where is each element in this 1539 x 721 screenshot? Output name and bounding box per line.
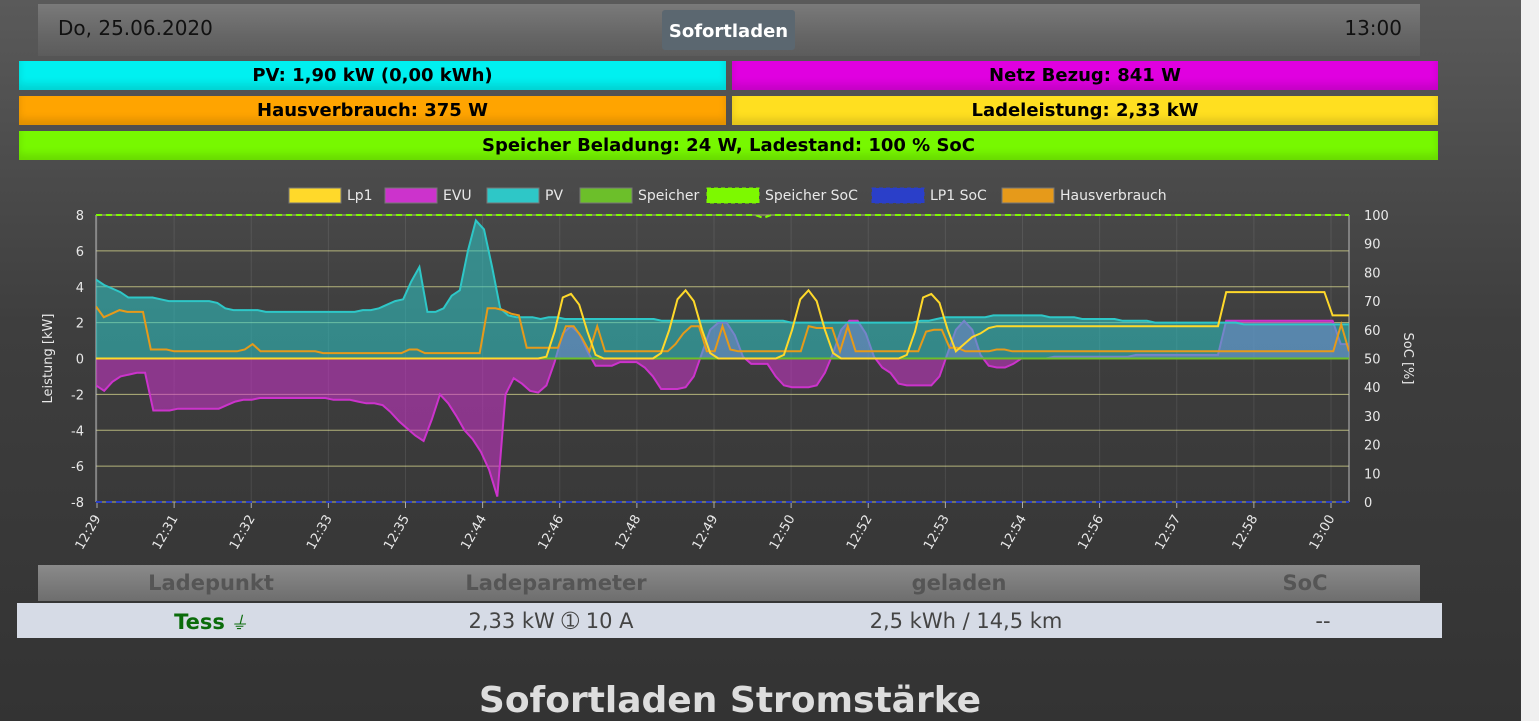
- x-tick-label: 12:53: [921, 513, 953, 553]
- x-tick-label: 12:50: [767, 513, 799, 553]
- y2-tick-label: 40: [1364, 381, 1381, 396]
- legend-label-speicher[interactable]: Speicher: [638, 188, 699, 204]
- y2-tick-label: 20: [1364, 439, 1381, 454]
- x-tick-label: 12:32: [227, 513, 259, 553]
- series-line-lp1: [96, 288, 1349, 360]
- x-tick-label: 12:58: [1230, 513, 1262, 553]
- y-tick-label: 6: [76, 245, 84, 260]
- y2-tick-label: 90: [1364, 238, 1381, 253]
- legend-label-hausverbrauch[interactable]: Hausverbrauch: [1060, 188, 1167, 204]
- ladepunkt-cell[interactable]: Tess ⏚: [174, 609, 248, 635]
- section-title: Sofortladen Stromstärke: [478, 680, 982, 721]
- y2-tick-label: 80: [1364, 266, 1381, 281]
- series-line-speicher-soc: [96, 214, 1349, 219]
- y2-tick-label: 60: [1364, 324, 1381, 339]
- x-tick-label: 13:00: [1307, 513, 1339, 553]
- x-tick-label: 12:56: [1075, 513, 1107, 553]
- legend-label-evu[interactable]: EVU: [443, 188, 472, 204]
- series-area-pv: [96, 220, 1349, 359]
- power-chart[interactable]: 86420-2-4-6-8100908070605040302010012:29…: [0, 176, 1440, 560]
- x-tick-label: 12:48: [613, 513, 645, 553]
- y-tick-label: 8: [76, 209, 84, 224]
- legend-swatch-speicher[interactable]: [579, 187, 633, 204]
- x-tick-label: 12:35: [381, 513, 413, 553]
- y-tick-label: -2: [71, 388, 84, 403]
- header-soc: SoC: [1282, 571, 1328, 595]
- x-tick-label: 12:44: [458, 513, 490, 553]
- netz-status-bar: Netz Bezug: 841 W: [732, 61, 1438, 90]
- x-tick-label: 12:49: [690, 513, 722, 553]
- y2-tick-label: 0: [1364, 496, 1372, 511]
- y2-axis-title: SoC [%]: [1400, 333, 1415, 385]
- y-tick-label: 0: [76, 353, 84, 368]
- ladeleistung-status-bar: Ladeleistung: 2,33 kW: [732, 96, 1438, 125]
- ladepunkt-table-row[interactable]: Tess ⏚ 2,33 kW ➀ 10 A 2,5 kWh / 14,5 km -…: [17, 603, 1442, 638]
- ladepunkt-name[interactable]: Tess: [174, 610, 225, 634]
- y-tick-label: -4: [71, 424, 84, 439]
- x-tick-label: 12:54: [998, 513, 1030, 553]
- y2-tick-label: 10: [1364, 467, 1381, 482]
- x-tick-label: 12:46: [535, 513, 567, 553]
- geladen-cell: 2,5 kWh / 14,5 km: [869, 609, 1063, 633]
- speicher-status-bar: Speicher Beladung: 24 W, Ladestand: 100 …: [19, 131, 1438, 160]
- header-geladen: geladen: [911, 571, 1007, 595]
- series-line-hausverbrauch: [96, 305, 1349, 355]
- legend-label-lp1[interactable]: Lp1: [347, 188, 373, 204]
- x-tick-label: 12:29: [73, 513, 105, 553]
- legend-swatch-hausverbrauch[interactable]: [1001, 187, 1055, 204]
- header-ladeparameter: Ladeparameter: [465, 571, 647, 595]
- x-tick-label: 12:31: [150, 513, 182, 553]
- x-tick-label: 12:33: [304, 513, 336, 553]
- y2-tick-label: 100: [1364, 209, 1389, 224]
- series-line-pv: [96, 218, 1349, 326]
- y2-tick-label: 30: [1364, 410, 1381, 425]
- y2-tick-label: 50: [1364, 353, 1381, 368]
- time-display: 13:00: [1344, 16, 1402, 40]
- y-tick-label: -8: [71, 496, 84, 511]
- top-bar: Do, 25.06.2020 Sofortladen 13:00: [38, 4, 1420, 56]
- legend-label-pv[interactable]: PV: [545, 188, 563, 204]
- hausverbrauch-status-bar: Hausverbrauch: 375 W: [19, 96, 726, 125]
- legend-swatch-lp1-soc[interactable]: [871, 187, 925, 204]
- y2-tick-label: 70: [1364, 295, 1381, 310]
- legend-label-lp1-soc[interactable]: LP1 SoC: [930, 188, 987, 204]
- date-display: Do, 25.06.2020: [58, 16, 213, 40]
- ladeparameter-cell: 2,33 kW ➀ 10 A: [468, 609, 634, 633]
- pv-status-bar: PV: 1,90 kW (0,00 kWh): [19, 61, 726, 90]
- legend-swatch-pv[interactable]: [486, 187, 540, 204]
- ladepunkt-table-header: Ladepunkt Ladeparameter geladen SoC: [38, 565, 1420, 601]
- soc-cell: --: [1315, 609, 1331, 633]
- x-tick-label: 12:57: [1152, 513, 1184, 553]
- y-tick-label: -6: [71, 460, 84, 475]
- legend-swatch-lp1[interactable]: [288, 187, 342, 204]
- series-area-evu: [96, 320, 1349, 497]
- y-tick-label: 2: [76, 317, 84, 332]
- header-ladepunkt: Ladepunkt: [148, 571, 274, 595]
- legend-label-speicher-soc[interactable]: Speicher SoC: [765, 188, 858, 204]
- legend-swatch-evu[interactable]: [384, 187, 438, 204]
- y-tick-label: 4: [76, 281, 84, 296]
- plug-icon: ⏚: [229, 613, 248, 634]
- y-axis-title: Leistung [kW]: [41, 314, 56, 404]
- legend-swatch-speicher-soc[interactable]: [706, 187, 760, 204]
- page-scrollbar[interactable]: [1521, 0, 1539, 721]
- sofortladen-mode-button[interactable]: Sofortladen: [662, 10, 795, 50]
- x-tick-label: 12:52: [844, 513, 876, 553]
